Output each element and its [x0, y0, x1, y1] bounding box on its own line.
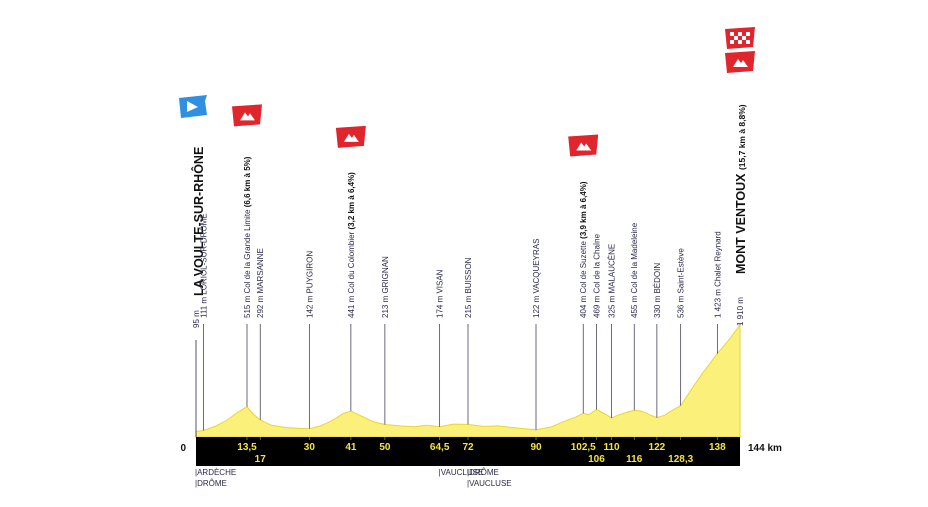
waypoint-label: 455 m Col de la Madeleine	[630, 222, 639, 318]
km-label: 64,5	[430, 442, 450, 453]
climb-flag-icon	[232, 104, 262, 127]
checker-square	[738, 40, 742, 44]
km-label: 13,5	[237, 442, 257, 453]
checker-square	[738, 32, 742, 36]
km-label: 116	[626, 454, 643, 465]
mountain-icon	[343, 133, 359, 142]
waypoint-label: 111 m LORIOL-SUR-DRÔME	[200, 213, 209, 318]
climb-flag-icon	[568, 134, 599, 157]
waypoint-label: 174 m VISAN	[436, 269, 445, 318]
climb-flag-icon	[335, 125, 366, 148]
waypoint-label: 404 m Col de Suzette (3,9 km à 6,4%)	[579, 181, 588, 318]
waypoint-label: 292 m MARSANNE	[256, 248, 265, 318]
waypoint-label: 1 423 m Chalet Reynard	[713, 231, 722, 318]
km-label: 110	[603, 442, 620, 453]
regions-group: |ARDÈCHE|DRÔME|VAUCLUSE|DRÔME|VAUCLUSE	[195, 468, 512, 488]
mountain-icon	[240, 112, 255, 121]
waypoint-altitude: 95 m	[192, 310, 201, 328]
checker-square	[746, 40, 750, 44]
distance-bar	[196, 437, 740, 466]
axis-zero-label: 0	[180, 443, 186, 454]
km-label: 41	[345, 442, 357, 453]
waypoint-label: 325 m MALAUCÈNE	[608, 244, 617, 318]
km-label: 106	[588, 454, 605, 465]
waypoint-label: 213 m GRIGNAN	[381, 256, 390, 318]
waypoint-label: 215 m BUISSON	[464, 257, 473, 318]
km-label: 122	[649, 442, 666, 453]
mountain-icon	[733, 59, 748, 67]
km-label: 72	[462, 442, 474, 453]
finish-climb-info: (15,7 km à 8,8%)	[737, 104, 747, 170]
waypoint-label: 142 m PUYGIRON	[305, 251, 314, 318]
climb-info: (3,2 km à 6,4%)	[347, 172, 356, 230]
axis-end-label: 144 km	[748, 443, 782, 454]
km-label: 128,3	[668, 454, 693, 465]
leader-lines-group	[195, 324, 741, 437]
waypoint-label: 536 m Saint-Estève	[677, 248, 686, 318]
flags-group	[179, 27, 755, 157]
region-label: |VAUCLUSE	[439, 468, 484, 477]
km-label: 90	[530, 442, 542, 453]
region-label: |DRÔME	[195, 479, 227, 488]
waypoint-label: 330 m BÉDOIN	[653, 263, 662, 318]
km-label: 30	[304, 442, 316, 453]
start-arrow-glyph	[187, 101, 198, 112]
km-label: 138	[709, 442, 726, 453]
finish-flag-shape	[725, 27, 755, 49]
climb-info: (6,6 km à 5%)	[243, 156, 252, 207]
checker-square	[746, 32, 750, 36]
checker-square	[734, 36, 738, 40]
start-city-name: LA VOULTE-SUR-RHÔNE	[191, 147, 206, 296]
region-label: |ARDÈCHE	[195, 468, 236, 477]
finish-city-name: MONT VENTOUX (15,7 km à 8,8%)	[734, 104, 748, 274]
checker-square	[730, 32, 734, 36]
km-label: 50	[379, 442, 391, 453]
km-label: 17	[255, 454, 267, 465]
elevation-profile-area	[195, 323, 741, 438]
region-label: |VAUCLUSE	[467, 479, 512, 488]
waypoint-altitude: 1 910 m	[736, 297, 745, 326]
start-arrow-icon	[179, 95, 207, 118]
waypoint-label: 441 m Col du Colombier (3,2 km à 6,4%)	[347, 172, 356, 318]
waypoint-label: 469 m Col de la Chaîne	[592, 233, 601, 318]
checker-square	[742, 36, 746, 40]
climb-info: (3,9 km à 6,4%)	[579, 181, 588, 239]
waypoint-label: 515 m Col de la Grande Limite (6,6 km à …	[243, 156, 252, 318]
mountain-icon	[576, 142, 592, 151]
checker-square	[730, 40, 734, 44]
finish-climb-flag	[725, 51, 755, 73]
profile-area-group	[195, 323, 741, 438]
waypoint-label: 122 m VACQUEYRAS	[532, 239, 541, 318]
region-label: |DRÔME	[467, 468, 499, 477]
km-label: 102,5	[571, 442, 596, 453]
checkered-flag-icon	[725, 27, 755, 49]
